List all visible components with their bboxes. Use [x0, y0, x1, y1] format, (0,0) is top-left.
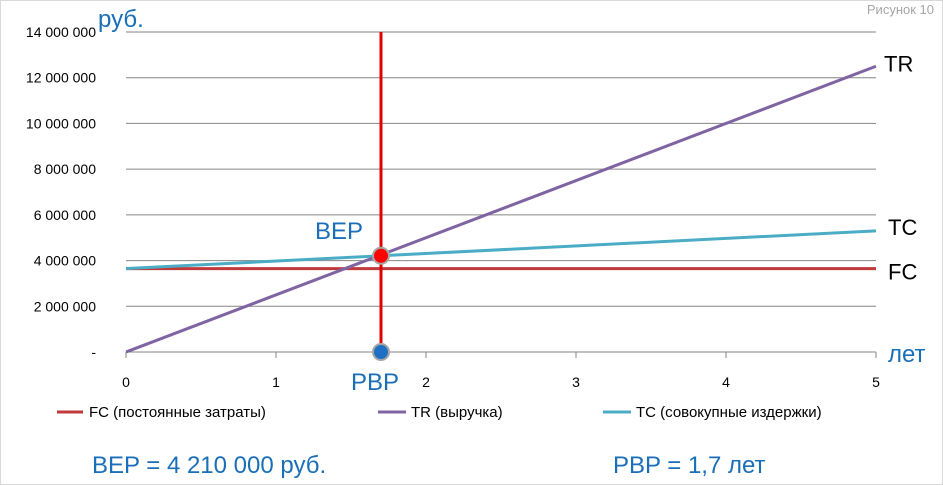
y-axis-ticks: - 2 000 000 4 000 000 6 000 000 8 000 000 10 … — [26, 24, 96, 360]
legend-label-tc: TC (совокупные издержки) — [636, 404, 822, 421]
bep-point — [372, 246, 390, 265]
x-tick-label: 1 — [272, 374, 280, 390]
x-tick-label: 5 — [872, 374, 880, 390]
x-tick-label: 4 — [722, 374, 730, 390]
y-tick-label: 4 000 000 — [34, 253, 96, 269]
series-end-label-fc: FC — [888, 260, 917, 285]
y-tick-label: 8 000 000 — [34, 161, 96, 177]
grid-lines — [126, 31, 876, 353]
x-axis-ticks: 0 1 2 3 4 5 — [122, 352, 880, 390]
y-tick-label: 14 000 000 — [26, 24, 96, 40]
y-tick-label: 10 000 000 — [26, 115, 96, 131]
figure-label: Рисунок 10 — [867, 2, 934, 17]
footer-pbp-value: PBP = 1,7 лет — [613, 452, 766, 479]
y-tick-label: 12 000 000 — [26, 70, 96, 86]
y-tick-label: - — [91, 344, 96, 360]
pbp-label: PBP — [351, 369, 399, 396]
x-tick-label: 3 — [572, 374, 580, 390]
x-axis-label: лет — [888, 341, 926, 368]
pbp-point — [372, 343, 390, 361]
legend: FC (постоянные затраты) TR (выручка) TC … — [57, 404, 822, 421]
bep-label: BEP — [315, 218, 363, 245]
legend-label-tr: TR (выручка) — [411, 404, 503, 421]
x-tick-label: 2 — [422, 374, 430, 390]
x-tick-label: 0 — [122, 374, 130, 390]
series-lines — [125, 64, 877, 354]
legend-label-fc: FC (постоянные затраты) — [89, 404, 266, 421]
footer-bep-value: BEP = 4 210 000 руб. — [92, 452, 326, 479]
series-line-tc — [125, 229, 877, 271]
y-tick-label: 6 000 000 — [34, 207, 96, 223]
y-tick-label: 2 000 000 — [34, 298, 96, 314]
series-end-label-tc: TC — [888, 215, 917, 240]
series-line-tr — [125, 64, 877, 354]
series-end-label-tr: TR — [884, 51, 913, 76]
y-axis-label: руб. — [98, 6, 144, 33]
